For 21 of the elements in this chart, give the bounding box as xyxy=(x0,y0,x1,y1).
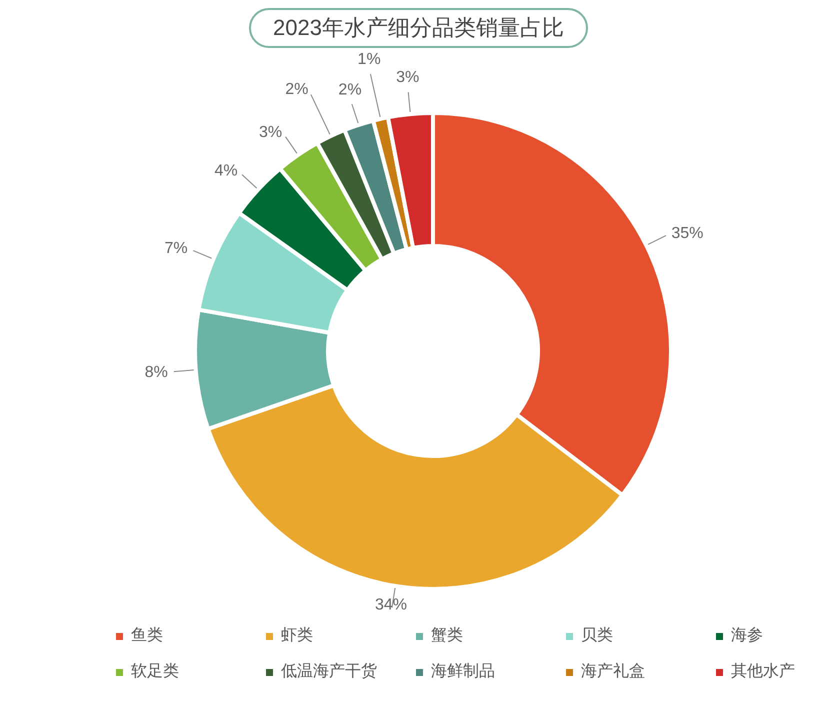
data-label: 8% xyxy=(144,364,168,382)
legend-label: 海参 xyxy=(731,626,763,646)
legend-label: 海鲜制品 xyxy=(431,662,495,682)
legend-label: 鱼类 xyxy=(131,626,163,646)
legend-label: 虾类 xyxy=(281,626,313,646)
data-label: 1% xyxy=(358,51,381,68)
data-label: 3% xyxy=(259,124,282,141)
chart-title: 2023年水产细分品类销量占比 xyxy=(249,8,588,48)
legend-label: 贝类 xyxy=(581,626,613,646)
legend-label: 软足类 xyxy=(131,662,179,682)
legend-label: 低温海产干货 xyxy=(281,662,377,682)
data-label: 34% xyxy=(374,596,407,614)
legend-label: 海产礼盒 xyxy=(581,662,645,682)
legend-label: 蟹类 xyxy=(431,626,463,646)
legend-label: 其他水产 xyxy=(731,662,795,682)
data-label: 35% xyxy=(671,224,704,242)
data-label: 2% xyxy=(338,81,362,98)
data-label: 3% xyxy=(396,69,420,86)
data-label: 2% xyxy=(285,81,308,98)
data-label: 7% xyxy=(164,240,188,258)
data-label: 4% xyxy=(214,162,238,180)
